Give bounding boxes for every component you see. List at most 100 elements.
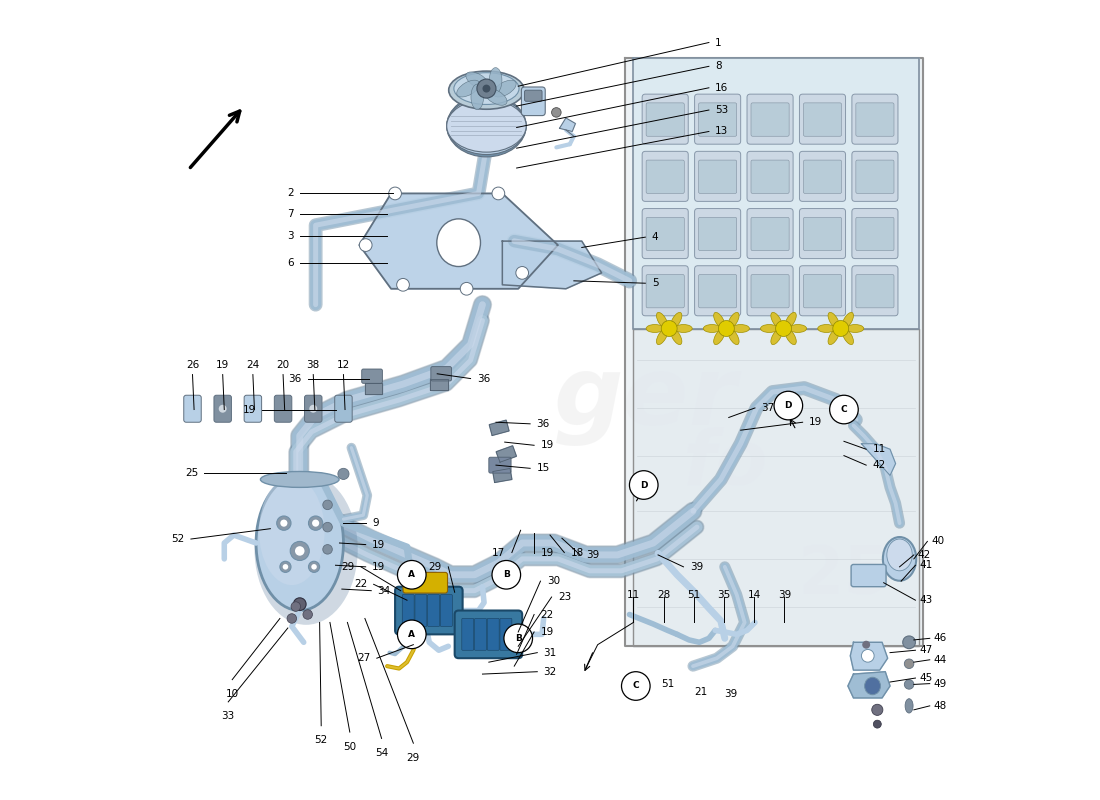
Ellipse shape — [657, 313, 668, 328]
Circle shape — [492, 187, 505, 200]
Text: D: D — [640, 481, 648, 490]
FancyBboxPatch shape — [431, 366, 451, 381]
Ellipse shape — [732, 325, 749, 333]
FancyBboxPatch shape — [642, 209, 689, 258]
Text: 22: 22 — [540, 610, 553, 619]
FancyBboxPatch shape — [803, 160, 842, 194]
Text: 19: 19 — [243, 405, 256, 414]
FancyBboxPatch shape — [800, 209, 846, 258]
Ellipse shape — [646, 325, 663, 333]
Polygon shape — [365, 382, 383, 394]
Text: 41: 41 — [920, 560, 933, 570]
Text: 33: 33 — [221, 711, 235, 722]
Text: 23: 23 — [558, 592, 571, 602]
FancyBboxPatch shape — [499, 618, 512, 650]
FancyBboxPatch shape — [694, 209, 740, 258]
Circle shape — [277, 516, 292, 530]
Circle shape — [290, 542, 309, 561]
Text: 15: 15 — [537, 463, 550, 474]
Ellipse shape — [490, 68, 502, 93]
Circle shape — [776, 321, 792, 337]
Circle shape — [287, 614, 297, 623]
Ellipse shape — [905, 698, 913, 713]
Ellipse shape — [846, 325, 864, 333]
FancyBboxPatch shape — [747, 151, 793, 202]
FancyBboxPatch shape — [403, 594, 415, 626]
Text: 31: 31 — [543, 648, 557, 658]
FancyBboxPatch shape — [851, 565, 887, 586]
Text: C: C — [840, 405, 847, 414]
FancyBboxPatch shape — [474, 618, 486, 650]
Text: 26: 26 — [186, 360, 199, 370]
Circle shape — [872, 704, 883, 715]
Polygon shape — [493, 469, 512, 482]
Polygon shape — [496, 446, 516, 462]
Text: 19: 19 — [216, 360, 229, 370]
Circle shape — [309, 405, 317, 413]
Text: A: A — [408, 630, 416, 639]
Text: 6: 6 — [287, 258, 294, 268]
Text: 46: 46 — [934, 634, 947, 643]
FancyBboxPatch shape — [305, 395, 322, 422]
FancyBboxPatch shape — [415, 594, 427, 626]
Text: 10: 10 — [226, 689, 239, 699]
Circle shape — [322, 522, 332, 532]
FancyBboxPatch shape — [698, 274, 737, 308]
Circle shape — [312, 519, 319, 526]
FancyBboxPatch shape — [856, 160, 894, 194]
Ellipse shape — [449, 71, 525, 110]
Text: 29: 29 — [429, 562, 442, 572]
Ellipse shape — [437, 219, 481, 266]
FancyBboxPatch shape — [803, 274, 842, 308]
Text: 13: 13 — [715, 126, 728, 137]
FancyBboxPatch shape — [646, 218, 684, 250]
FancyBboxPatch shape — [487, 618, 499, 650]
FancyBboxPatch shape — [646, 103, 684, 136]
Text: 2: 2 — [287, 189, 294, 198]
Text: 32: 32 — [543, 666, 557, 677]
Circle shape — [322, 500, 332, 510]
Text: 19: 19 — [540, 547, 553, 558]
Ellipse shape — [447, 95, 526, 157]
Ellipse shape — [456, 80, 480, 97]
Circle shape — [279, 562, 292, 572]
Text: ger: ger — [553, 354, 737, 446]
FancyBboxPatch shape — [856, 274, 894, 308]
Text: 25: 25 — [798, 542, 890, 608]
Text: 19: 19 — [808, 418, 822, 427]
Text: 24: 24 — [246, 360, 260, 370]
Circle shape — [397, 620, 426, 649]
FancyBboxPatch shape — [488, 457, 512, 473]
Text: 19: 19 — [540, 627, 553, 637]
FancyBboxPatch shape — [694, 94, 740, 144]
Text: 28: 28 — [657, 590, 670, 600]
Text: 25: 25 — [185, 468, 198, 478]
Text: 29: 29 — [341, 562, 354, 572]
Text: 22: 22 — [354, 579, 367, 590]
Circle shape — [477, 79, 496, 98]
Text: 29: 29 — [407, 753, 420, 762]
FancyBboxPatch shape — [214, 395, 231, 422]
Text: 7: 7 — [287, 209, 294, 219]
Text: 39: 39 — [586, 550, 600, 560]
Ellipse shape — [671, 329, 682, 345]
Circle shape — [219, 405, 227, 413]
Circle shape — [492, 561, 520, 589]
FancyBboxPatch shape — [751, 160, 789, 194]
Text: 40: 40 — [932, 537, 945, 546]
Text: 21: 21 — [694, 687, 707, 698]
Text: 30: 30 — [547, 576, 560, 586]
Text: 37: 37 — [761, 403, 774, 413]
Circle shape — [388, 187, 401, 200]
Text: 27: 27 — [358, 653, 371, 663]
Ellipse shape — [454, 73, 519, 105]
Polygon shape — [634, 329, 920, 646]
FancyBboxPatch shape — [642, 151, 689, 202]
Text: 39: 39 — [690, 562, 703, 572]
Circle shape — [483, 85, 491, 93]
FancyBboxPatch shape — [362, 369, 383, 383]
Circle shape — [308, 516, 322, 530]
FancyBboxPatch shape — [698, 218, 737, 250]
Text: 11: 11 — [627, 590, 640, 600]
Text: 51: 51 — [688, 590, 701, 600]
